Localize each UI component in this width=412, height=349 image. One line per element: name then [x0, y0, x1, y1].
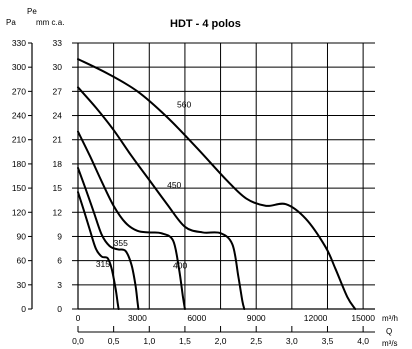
curve-label-355: 355	[114, 238, 128, 248]
x-tick-label-m3h: 3000	[128, 313, 147, 323]
y-tick-label-mm: 15	[53, 183, 63, 193]
curve-560	[77, 58, 357, 310]
x-tick-label-m3s: 2,5	[250, 336, 262, 346]
y-tick-label-mm: 21	[53, 135, 63, 145]
x-unit-q: Q	[386, 327, 392, 336]
x-tick-label-m3s: 2,0	[215, 336, 227, 346]
x-tick-label-m3h: 15000	[351, 313, 375, 323]
x-tick-label-m3s: 1,0	[143, 336, 155, 346]
y-tick-label-pa: 60	[17, 256, 27, 266]
y-tick-label-mm: 30	[53, 62, 63, 72]
y-tick-label-pa: 150	[12, 183, 26, 193]
x-tick-label-m3h: 6000	[187, 313, 206, 323]
y-tick-label-pa: 120	[12, 207, 26, 217]
y-tick-label-pa: 210	[12, 135, 26, 145]
x-tick-label-m3h: 0	[76, 313, 81, 323]
y-tick-label-mm: 12	[53, 207, 63, 217]
y-unit-mm: mm c.a.	[36, 18, 64, 27]
y-tick-label-mm: 0	[57, 304, 62, 314]
curve-label-450: 450	[167, 180, 181, 190]
x-tick-label-m3s: 1,5	[179, 336, 191, 346]
chart-title: HDT - 4 polos	[170, 18, 241, 30]
curve-label-400: 400	[173, 261, 187, 271]
x-unit-m3h: m³/h	[382, 314, 398, 323]
x-tick-label-m3h: 9000	[247, 313, 266, 323]
curve-315	[77, 191, 120, 310]
grid	[78, 42, 375, 309]
y-tick-label-pa: 240	[12, 111, 26, 121]
y-tick-label-pa: 30	[17, 280, 27, 290]
curves	[77, 58, 357, 310]
x-tick-label-m3h: 12000	[304, 313, 328, 323]
x-tick-label-m3s: 3,5	[322, 336, 334, 346]
curve-355	[77, 166, 140, 310]
y-tick-label-pa: 270	[12, 86, 26, 96]
y-tick-label-pa: 90	[17, 231, 27, 241]
y-tick-label-pa: 180	[12, 159, 26, 169]
x-tick-label-m3s: 4,0	[357, 336, 369, 346]
x-unit-m3s: m³/s	[382, 339, 398, 348]
axes	[28, 42, 375, 333]
y-tick-label-mm: 27	[53, 86, 63, 96]
y-tick-label-mm: 18	[53, 159, 63, 169]
x-tick-label-m3s: 0,5	[108, 336, 120, 346]
y-unit-top: Pe	[27, 7, 37, 16]
y-tick-label-pa: 300	[12, 62, 26, 72]
curve-label-560: 560	[177, 99, 191, 109]
x-tick-label-m3s: 0,0	[72, 336, 84, 346]
x-tick-label-m3s: 3,0	[286, 336, 298, 346]
y-tick-label-mm: 3	[57, 280, 62, 290]
curve-400	[77, 130, 186, 310]
y-tick-label-mm: 33	[53, 38, 63, 48]
curve-label-315: 315	[96, 259, 110, 269]
y-tick-label-mm: 9	[57, 231, 62, 241]
y-tick-label-pa: 0	[21, 304, 26, 314]
curve-450	[77, 86, 246, 310]
y-tick-label-mm: 6	[57, 256, 62, 266]
y-tick-label-pa: 330	[12, 38, 26, 48]
y-tick-label-mm: 24	[53, 111, 63, 121]
y-unit-pa: Pa	[6, 18, 16, 27]
